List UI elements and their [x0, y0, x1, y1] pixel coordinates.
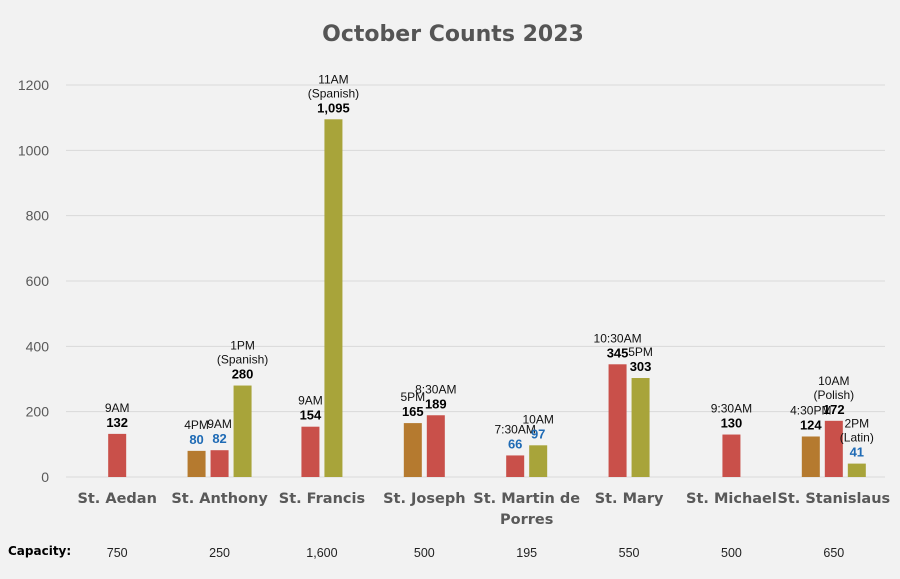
x-tick-label: St. Stanislaus — [777, 491, 890, 507]
y-axis: 0 200 400 600 800 1000 1200 — [18, 77, 49, 485]
time-label: 10AM — [523, 412, 554, 426]
data-label: 303 — [630, 359, 652, 374]
y-tick-label: 600 — [26, 273, 50, 289]
capacity-label: Capacity: — [8, 544, 71, 558]
y-tick-label: 1000 — [18, 142, 49, 158]
capacity-value: 750 — [107, 546, 128, 560]
bar — [108, 433, 127, 477]
time-label: 4PM — [184, 418, 209, 432]
x-tick-label: St. Mary — [595, 491, 664, 507]
time-label: 5PM — [628, 345, 653, 359]
x-tick-label: St. Francis — [279, 491, 365, 507]
time-label: 1PM — [230, 339, 255, 353]
bar — [824, 420, 843, 477]
data-label: 189 — [425, 396, 447, 411]
time-label: (Latin) — [840, 431, 874, 445]
gridlines — [66, 84, 885, 478]
time-label: 5PM — [400, 390, 425, 404]
bar-labels: 1329AM804PM829AM2801PM(Spanish)1549AM1,0… — [105, 72, 874, 459]
time-label: 9AM — [298, 394, 323, 408]
bar — [608, 364, 627, 477]
time-label: 9:30AM — [711, 402, 752, 416]
data-label: 165 — [402, 404, 424, 419]
time-label: 11AM — [318, 72, 348, 86]
bar — [631, 378, 650, 477]
capacity-row: 750 250 1,600 500 195 550 500 650 — [107, 546, 845, 560]
data-label: 280 — [232, 367, 254, 382]
capacity-value: 195 — [516, 546, 537, 560]
data-label: 124 — [800, 417, 822, 432]
bars — [108, 119, 866, 478]
time-label: (Polish) — [813, 388, 854, 402]
x-tick-label: St. Martin de — [473, 491, 580, 507]
bar — [233, 385, 252, 477]
y-tick-label: 800 — [26, 208, 50, 224]
bar — [210, 450, 229, 477]
bar — [301, 426, 320, 477]
bar — [403, 423, 422, 477]
capacity-value: 250 — [209, 546, 230, 560]
data-label: 154 — [300, 408, 322, 423]
time-label: 10:30AM — [594, 331, 642, 345]
data-label: 97 — [531, 426, 545, 441]
y-tick-label: 200 — [26, 404, 50, 420]
time-label: 4:30PM — [790, 403, 831, 417]
time-label: (Spanish) — [217, 353, 268, 367]
bar — [801, 436, 820, 477]
data-label: 1,095 — [317, 100, 350, 115]
bar — [529, 445, 548, 477]
y-tick-label: 1200 — [18, 77, 49, 93]
time-label: 7:30AM — [495, 422, 536, 436]
bar — [187, 450, 206, 477]
capacity-value: 1,600 — [306, 546, 337, 560]
time-label: 2PM — [844, 417, 869, 431]
capacity-value: 500 — [721, 546, 742, 560]
data-label: 82 — [212, 431, 226, 446]
time-label: 9AM — [105, 401, 130, 415]
bar — [506, 455, 525, 477]
y-tick-label: 0 — [41, 469, 49, 485]
time-label: (Spanish) — [308, 86, 359, 100]
time-label: 10AM — [818, 374, 849, 388]
bar — [722, 434, 741, 477]
data-label: 172 — [823, 402, 845, 417]
x-tick-label: St. Aedan — [77, 491, 156, 507]
y-tick-label: 400 — [26, 338, 50, 354]
chart-title: October Counts 2023 — [322, 22, 584, 47]
x-axis: St. Aedan St. Anthony St. Francis St. Josep… — [77, 491, 890, 528]
bar — [324, 119, 343, 478]
data-label: 66 — [508, 436, 522, 451]
x-tick-label: St. Joseph — [383, 491, 465, 507]
bar — [847, 463, 866, 477]
data-label: 80 — [189, 432, 203, 447]
data-label: 41 — [850, 445, 864, 460]
x-tick-label: Porres — [500, 512, 553, 528]
time-label: 9AM — [207, 417, 232, 431]
data-label: 345 — [607, 345, 629, 360]
data-label: 132 — [106, 415, 128, 430]
data-label: 130 — [721, 416, 743, 431]
bar — [426, 415, 445, 477]
capacity-value: 500 — [414, 546, 435, 560]
x-tick-label: St. Anthony — [171, 491, 268, 507]
time-label: 8:30AM — [415, 382, 456, 396]
capacity-value: 650 — [823, 546, 844, 560]
x-tick-label: St. Michael — [686, 491, 777, 507]
capacity-value: 550 — [619, 546, 640, 560]
